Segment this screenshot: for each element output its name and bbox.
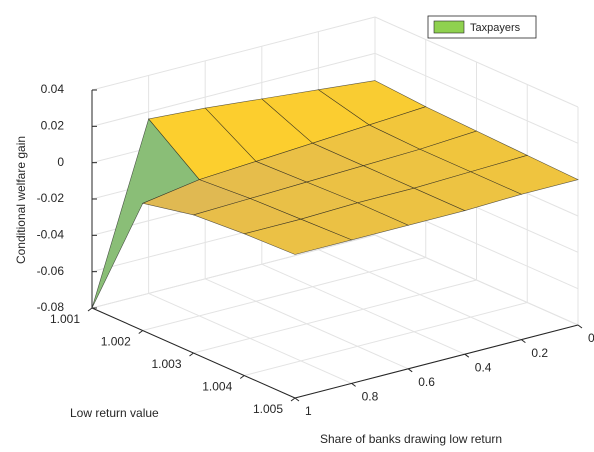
x-tick (290, 397, 296, 402)
z-tick-label: -0.04 (37, 228, 65, 242)
z-axis-label: Conditional welfare gain (14, 136, 28, 264)
x-tick-label: 1.003 (151, 357, 181, 371)
z-tick-label: -0.02 (37, 191, 65, 205)
grid-line (142, 257, 426, 331)
y-tick (407, 368, 413, 373)
x-tick-label: 1.001 (50, 312, 80, 326)
grid-line (91, 234, 376, 309)
z-tick-label: 0.04 (41, 82, 65, 96)
y-axis (294, 324, 579, 399)
legend-label: Taxpayers (470, 22, 521, 34)
y-tick (294, 397, 300, 402)
y-axis-label: Share of banks drawing low return (320, 432, 502, 446)
grid-line (91, 52, 376, 127)
y-tick-label: 0.6 (418, 375, 435, 389)
y-tick-label: 0.2 (531, 346, 548, 360)
z-tick-label: -0.06 (37, 264, 65, 278)
z-tick-label: -0.08 (37, 300, 65, 314)
surface-patch (243, 218, 353, 255)
x-tick (189, 352, 194, 357)
grid-line (244, 302, 528, 376)
x-tick (138, 330, 144, 334)
grid-line (318, 249, 522, 341)
grid-line (204, 278, 409, 370)
y-tick-label: 0.4 (475, 360, 492, 374)
grid-line (91, 16, 376, 91)
y-tick-label: 0.8 (362, 390, 379, 404)
grid-line (148, 292, 352, 384)
z-tick-label: 0.02 (41, 119, 65, 133)
x-axis-label: Low return value (70, 406, 159, 420)
y-tick (577, 324, 583, 329)
x-tick (87, 307, 93, 312)
y-tick (464, 353, 470, 358)
y-tick-label: 0 (588, 331, 594, 345)
x-tick (239, 375, 245, 379)
legend-swatch (433, 20, 465, 34)
x-tick-label: 1.005 (253, 402, 283, 416)
grid-line (261, 263, 466, 355)
y-tick (351, 382, 356, 387)
z-tick-label: 0 (57, 155, 64, 169)
y-tick (521, 339, 526, 344)
x-tick-label: 1.004 (202, 380, 232, 394)
x-tick-label: 1.002 (101, 335, 131, 349)
grid-line (374, 234, 579, 326)
grid-line (193, 279, 477, 354)
y-tick-label: 1 (305, 404, 312, 418)
